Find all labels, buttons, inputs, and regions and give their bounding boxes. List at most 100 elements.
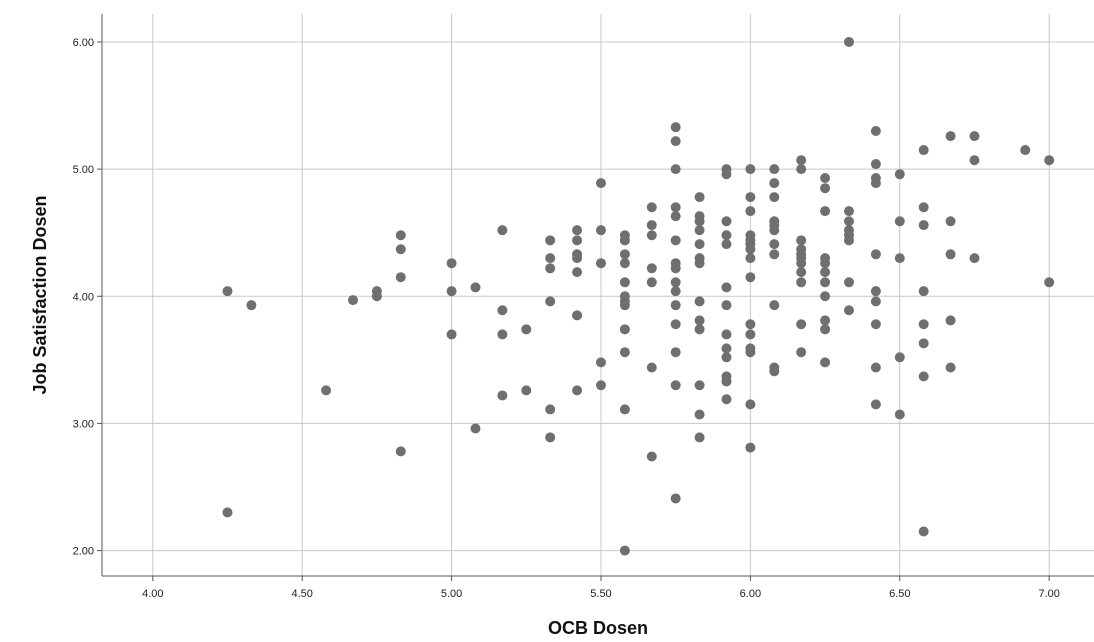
data-point: [796, 155, 807, 166]
data-point: [721, 230, 732, 241]
data-point: [721, 169, 732, 180]
data-point: [745, 399, 756, 410]
data-point: [969, 131, 980, 142]
data-point: [820, 206, 831, 217]
data-point: [1044, 155, 1055, 166]
y-tick-label: 2.00: [73, 546, 94, 558]
data-point: [721, 282, 732, 293]
data-point: [945, 315, 956, 326]
data-point: [619, 324, 630, 335]
data-point: [321, 385, 332, 396]
data-point: [619, 300, 630, 311]
data-point: [595, 178, 606, 189]
data-point: [796, 319, 807, 330]
data-point: [545, 263, 556, 274]
data-point: [870, 286, 881, 297]
data-point: [545, 253, 556, 264]
data-point: [769, 192, 780, 203]
data-point: [918, 220, 929, 231]
data-point: [619, 277, 630, 288]
data-point: [670, 211, 681, 222]
data-point: [1044, 277, 1055, 288]
data-point: [497, 329, 508, 340]
data-point: [721, 216, 732, 227]
data-point: [796, 277, 807, 288]
data-point: [769, 225, 780, 236]
data-point: [246, 300, 257, 311]
data-point: [796, 258, 807, 269]
data-point: [395, 446, 406, 457]
data-point: [769, 366, 780, 377]
data-point: [796, 164, 807, 175]
data-point: [918, 371, 929, 382]
data-point: [670, 286, 681, 297]
data-point: [843, 305, 854, 316]
data-point: [820, 277, 831, 288]
data-point: [694, 432, 705, 443]
data-point: [646, 230, 657, 241]
x-tick-label: 5.00: [441, 588, 462, 600]
data-point: [497, 305, 508, 316]
data-point: [843, 36, 854, 47]
data-point: [619, 545, 630, 556]
data-point: [619, 404, 630, 415]
data-point: [769, 300, 780, 311]
x-tick-label: 6.50: [889, 588, 910, 600]
data-point: [820, 324, 831, 335]
x-tick-label: 5.50: [590, 588, 611, 600]
data-point: [745, 329, 756, 340]
data-point: [843, 235, 854, 246]
data-point: [395, 272, 406, 283]
data-point: [796, 347, 807, 358]
data-point: [670, 235, 681, 246]
y-tick-label: 6.00: [73, 37, 94, 49]
data-point: [945, 249, 956, 260]
data-point: [619, 249, 630, 260]
data-point: [945, 131, 956, 142]
data-point: [745, 319, 756, 330]
data-point: [646, 263, 657, 274]
data-point: [694, 315, 705, 326]
data-point: [646, 277, 657, 288]
data-point: [820, 173, 831, 184]
y-tick-label: 5.00: [73, 164, 94, 176]
data-point: [843, 216, 854, 227]
x-tick-label: 4.00: [142, 588, 163, 600]
data-point: [870, 249, 881, 260]
data-point: [670, 347, 681, 358]
x-axis-title: OCB Dosen: [548, 618, 648, 638]
data-point: [870, 319, 881, 330]
data-point: [721, 329, 732, 340]
data-point: [595, 380, 606, 391]
data-point: [721, 394, 732, 405]
data-point: [619, 347, 630, 358]
data-point: [222, 286, 233, 297]
data-point: [870, 362, 881, 373]
data-point: [945, 362, 956, 373]
data-point: [347, 295, 358, 306]
data-point: [670, 493, 681, 504]
data-point: [694, 239, 705, 250]
data-point: [595, 258, 606, 269]
data-point: [796, 267, 807, 278]
data-point: [670, 164, 681, 175]
data-point: [670, 277, 681, 288]
data-point: [769, 164, 780, 175]
data-point: [745, 206, 756, 217]
data-point: [918, 526, 929, 537]
y-axis-title: Job Satisfaction Dosen: [30, 195, 50, 394]
data-point: [670, 122, 681, 133]
y-tick-label: 4.00: [73, 291, 94, 303]
data-point: [870, 399, 881, 410]
data-point: [545, 296, 556, 307]
data-point: [918, 145, 929, 156]
data-point: [670, 136, 681, 147]
data-point: [694, 225, 705, 236]
data-point: [894, 409, 905, 420]
data-point: [769, 249, 780, 260]
data-point: [745, 347, 756, 358]
data-point: [796, 235, 807, 246]
data-point: [572, 310, 583, 321]
data-point: [745, 272, 756, 283]
data-point: [619, 235, 630, 246]
